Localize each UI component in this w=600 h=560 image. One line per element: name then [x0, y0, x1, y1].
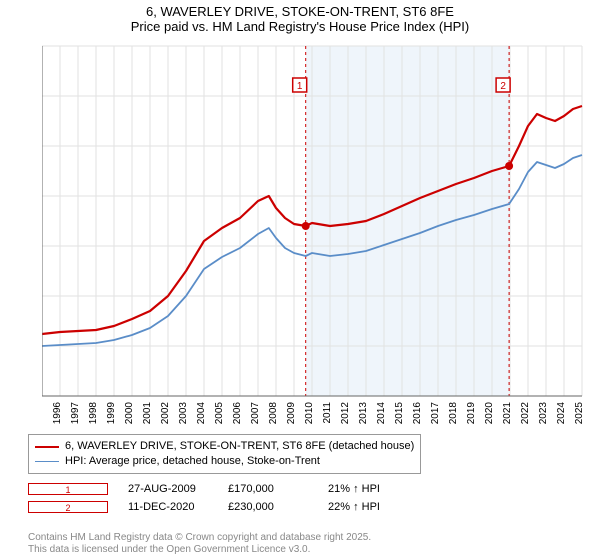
svg-text:1999: 1999	[106, 402, 117, 424]
svg-text:2019: 2019	[466, 402, 477, 424]
svg-text:2010: 2010	[304, 402, 315, 424]
svg-text:1996: 1996	[52, 402, 63, 424]
sale-date-1: 27-AUG-2009	[128, 480, 208, 498]
sales-table: 1 27-AUG-2009 £170,000 21% ↑ HPI 2 11-DE…	[28, 480, 588, 516]
svg-text:2004: 2004	[196, 402, 207, 424]
legend-label-1: 6, WAVERLEY DRIVE, STOKE-ON-TRENT, ST6 8…	[65, 439, 414, 454]
svg-text:1: 1	[297, 81, 303, 92]
svg-text:2021: 2021	[502, 402, 513, 424]
sale-marker-2-icon: 2	[28, 501, 108, 513]
svg-text:2014: 2014	[376, 402, 387, 424]
svg-text:2007: 2007	[250, 402, 261, 424]
chart-title-line1: 6, WAVERLEY DRIVE, STOKE-ON-TRENT, ST6 8…	[0, 4, 600, 19]
svg-text:2022: 2022	[520, 402, 531, 424]
chart-title-block: 6, WAVERLEY DRIVE, STOKE-ON-TRENT, ST6 8…	[0, 0, 600, 34]
sale-row-1: 1 27-AUG-2009 £170,000 21% ↑ HPI	[28, 480, 588, 498]
legend-row-2: HPI: Average price, detached house, Stok…	[35, 454, 414, 469]
legend-label-2: HPI: Average price, detached house, Stok…	[65, 454, 320, 469]
chart-svg: £0£50K£100K£150K£200K£250K£300K£350K1995…	[42, 42, 590, 424]
svg-text:2020: 2020	[484, 402, 495, 424]
svg-text:2016: 2016	[412, 402, 423, 424]
sale-marker-1-icon: 1	[28, 483, 108, 495]
svg-text:2025: 2025	[574, 402, 585, 424]
svg-text:2002: 2002	[160, 402, 171, 424]
svg-text:1995: 1995	[42, 402, 45, 424]
legend-row-1: 6, WAVERLEY DRIVE, STOKE-ON-TRENT, ST6 8…	[35, 439, 414, 454]
sale-diff-2: 22% ↑ HPI	[328, 498, 408, 516]
sale-diff-1: 21% ↑ HPI	[328, 480, 408, 498]
svg-text:2017: 2017	[430, 402, 441, 424]
svg-text:2000: 2000	[124, 402, 135, 424]
sale-price-1: £170,000	[228, 480, 308, 498]
svg-text:2008: 2008	[268, 402, 279, 424]
svg-text:2013: 2013	[358, 402, 369, 424]
legend-line-red	[35, 446, 59, 448]
svg-text:2015: 2015	[394, 402, 405, 424]
sale-date-2: 11-DEC-2020	[128, 498, 208, 516]
svg-text:2005: 2005	[214, 402, 225, 424]
chart-title-line2: Price paid vs. HM Land Registry's House …	[0, 19, 600, 34]
svg-text:1997: 1997	[70, 402, 81, 424]
svg-text:2011: 2011	[322, 402, 333, 424]
footer-line2: This data is licensed under the Open Gov…	[28, 544, 371, 556]
sale-row-2: 2 11-DEC-2020 £230,000 22% ↑ HPI	[28, 498, 588, 516]
svg-text:2024: 2024	[556, 402, 567, 424]
svg-text:2012: 2012	[340, 402, 351, 424]
legend-line-blue	[35, 461, 59, 462]
footer-attribution: Contains HM Land Registry data © Crown c…	[28, 532, 371, 556]
sale-price-2: £230,000	[228, 498, 308, 516]
svg-text:1998: 1998	[88, 402, 99, 424]
svg-text:2023: 2023	[538, 402, 549, 424]
svg-text:2018: 2018	[448, 402, 459, 424]
svg-text:2006: 2006	[232, 402, 243, 424]
svg-text:2003: 2003	[178, 402, 189, 424]
svg-text:2: 2	[500, 81, 506, 92]
line-chart: £0£50K£100K£150K£200K£250K£300K£350K1995…	[42, 42, 590, 424]
svg-text:2009: 2009	[286, 402, 297, 424]
svg-text:2001: 2001	[142, 402, 153, 424]
footer-line1: Contains HM Land Registry data © Crown c…	[28, 532, 371, 544]
legend-box: 6, WAVERLEY DRIVE, STOKE-ON-TRENT, ST6 8…	[28, 434, 421, 474]
